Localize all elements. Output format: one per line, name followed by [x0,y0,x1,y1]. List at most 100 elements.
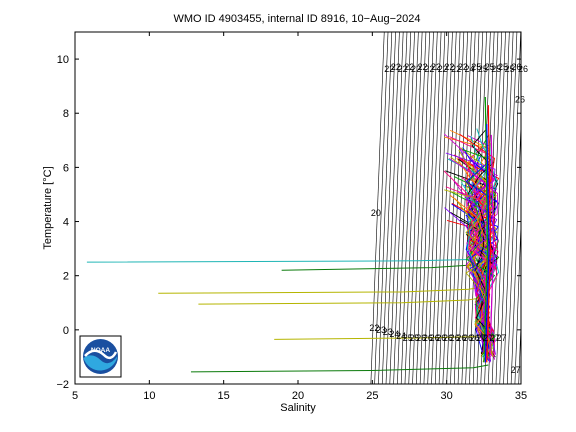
x-tick-label: 20 [292,390,304,402]
density-label: 22 [391,62,401,72]
density-label: 27 [496,333,506,343]
isopycnal-line [427,32,442,384]
density-label: 22 [384,64,394,74]
density-label: 26 [518,64,528,74]
x-tick-label: 10 [143,390,155,402]
density-label: 26 [430,333,440,343]
density-label: 26 [470,333,480,343]
isopycnal-line [408,32,423,384]
isopycnal-line [378,32,393,384]
density-label: 22 [369,323,379,333]
profile-line [486,105,492,363]
density-label: 22 [444,62,454,72]
density-label: 26 [515,94,525,104]
isopycnal-line [397,32,412,384]
isopycnal-line [495,32,510,384]
chart-title: WMO ID 4903455, internal ID 8916, 10−Aug… [173,13,420,25]
density-label: 24 [389,329,399,339]
density-label: 22 [438,64,448,74]
y-tick-label: −2 [56,379,69,391]
isopycnal-line [514,215,521,384]
profile-line [448,157,499,357]
y-tick-label: 2 [63,271,69,283]
isopycnal-line [503,32,518,384]
density-label: 27 [483,333,493,343]
x-tick-label: 30 [441,390,453,402]
density-label: 24 [465,64,475,74]
density-label: 22 [404,62,414,72]
isopycnal-line [400,32,415,384]
y-tick-label: 0 [63,325,69,337]
density-label: 25 [410,333,420,343]
svg-text:NOAA: NOAA [91,347,110,354]
profile-line [198,296,484,305]
x-axis: 5 10 15 20 25 30 35 [72,32,527,402]
density-label: 26 [443,333,453,343]
density-label: 27 [490,333,500,343]
x-tick-label: 25 [366,390,378,402]
isopycnal-line [374,32,389,384]
profile-line [158,286,486,294]
isopycnal-line [385,32,400,384]
isopycnal-line [404,32,419,384]
density-label: 22 [418,62,428,72]
isopycnal-line [491,32,506,384]
density-label: 25 [403,333,413,343]
density-label: 25 [471,62,481,72]
isopycnal-line [423,32,438,384]
profile-line [444,189,495,357]
density-labels: 2222222222222222222222222425252525252526… [369,62,528,375]
density-label: 22 [431,62,441,72]
isopycnal-line [416,32,431,384]
density-label: 23 [376,325,386,335]
y-tick-label: 8 [63,108,69,120]
density-label: 23 [383,327,393,337]
density-label: 27 [476,333,486,343]
density-label: 26 [416,333,426,343]
noaa-logo: NOAA [79,335,122,378]
density-label: 22 [451,64,461,74]
density-label: 22 [411,64,421,74]
isopycnal-line [499,32,514,384]
density-label: 22 [398,64,408,74]
density-label: 26 [450,333,460,343]
x-tick-label: 5 [72,390,78,402]
isopycnal-line [446,32,461,384]
density-label: 26 [511,62,521,72]
density-label: 26 [463,333,473,343]
y-tick-label: 10 [57,54,69,66]
isopycnal-line [434,32,449,384]
x-tick-label: 15 [218,390,230,402]
isopycnal-line [438,32,453,384]
y-tick-label: 6 [63,162,69,174]
x-axis-title: Salinity [280,402,316,414]
density-label: 26 [456,333,466,343]
x-tick-label: 35 [515,390,527,402]
density-label: 25 [478,64,488,74]
isopycnal-line [431,32,446,384]
density-label: 27 [511,365,521,375]
profile-line [484,124,490,363]
density-label: 24 [396,331,406,341]
profile-line [86,258,484,263]
density-label: 25 [498,62,508,72]
profile-line [445,152,498,355]
isopycnal-line [412,32,427,384]
isopycnal-line [457,32,472,384]
isopycnal-line [370,32,385,384]
profile-line [468,178,497,353]
density-label: 25 [485,62,495,72]
isopycnal-line [507,32,521,384]
isopycnal-line [510,116,521,384]
density-label: 22 [424,64,434,74]
density-label: 25 [491,64,501,74]
isopycnal-line [381,32,396,384]
density-label: 20 [371,208,381,218]
y-tick-label: 4 [63,217,69,229]
profile-line [190,364,489,373]
isopycnal-line [419,32,434,384]
profile-bundle [443,96,500,363]
y-axis-title: Temperature [°C] [42,166,54,249]
